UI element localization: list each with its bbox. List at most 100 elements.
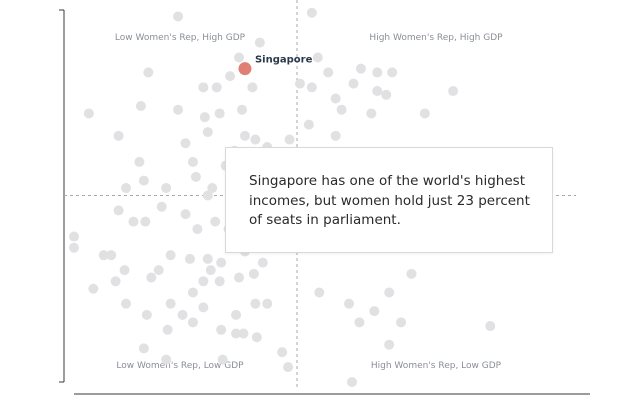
- data-point[interactable]: [485, 321, 496, 332]
- data-point[interactable]: [177, 309, 188, 320]
- data-point[interactable]: [384, 287, 395, 298]
- data-point[interactable]: [312, 52, 323, 63]
- data-point[interactable]: [110, 276, 121, 287]
- data-point[interactable]: [202, 253, 213, 264]
- data-point[interactable]: [214, 108, 225, 119]
- data-point[interactable]: [239, 130, 250, 141]
- data-point[interactable]: [173, 104, 184, 115]
- data-point[interactable]: [83, 108, 94, 119]
- data-point[interactable]: [225, 71, 236, 82]
- data-point[interactable]: [98, 250, 109, 261]
- data-point[interactable]: [88, 283, 99, 294]
- data-point[interactable]: [141, 309, 152, 320]
- data-point[interactable]: [284, 134, 295, 145]
- data-point[interactable]: [153, 265, 164, 276]
- data-point[interactable]: [113, 130, 124, 141]
- data-point[interactable]: [140, 216, 151, 227]
- data-point[interactable]: [216, 257, 227, 268]
- data-point[interactable]: [323, 67, 334, 78]
- data-point[interactable]: [355, 63, 366, 74]
- data-point[interactable]: [396, 317, 407, 328]
- data-point[interactable]: [207, 183, 218, 194]
- data-point[interactable]: [372, 86, 383, 97]
- data-point[interactable]: [202, 190, 213, 201]
- data-point[interactable]: [366, 108, 377, 119]
- data-point[interactable]: [247, 82, 258, 93]
- data-point[interactable]: [210, 216, 221, 227]
- data-point[interactable]: [217, 354, 228, 365]
- data-point[interactable]: [198, 82, 209, 93]
- data-point[interactable]: [69, 231, 79, 242]
- data-point[interactable]: [190, 171, 201, 182]
- data-point[interactable]: [187, 287, 198, 298]
- data-point[interactable]: [283, 362, 294, 373]
- data-point[interactable]: [294, 78, 305, 89]
- data-point[interactable]: [236, 104, 247, 115]
- data-point[interactable]: [165, 250, 176, 261]
- data-point[interactable]: [303, 119, 314, 130]
- data-point[interactable]: [113, 205, 124, 216]
- data-point[interactable]: [216, 324, 227, 335]
- data-point[interactable]: [234, 52, 245, 63]
- data-point[interactable]: [121, 183, 132, 194]
- data-point[interactable]: [234, 272, 245, 283]
- data-point[interactable]: [238, 328, 249, 339]
- data-point[interactable]: [143, 67, 154, 78]
- data-point[interactable]: [384, 339, 395, 350]
- data-point[interactable]: [344, 298, 355, 309]
- data-point[interactable]: [231, 309, 242, 320]
- data-point[interactable]: [106, 250, 117, 261]
- data-point[interactable]: [187, 317, 198, 328]
- data-point[interactable]: [211, 82, 222, 93]
- data-point[interactable]: [354, 317, 365, 328]
- data-point[interactable]: [347, 377, 358, 387]
- data-point[interactable]: [138, 343, 149, 354]
- data-point[interactable]: [173, 11, 184, 22]
- data-point[interactable]: [138, 175, 149, 186]
- data-point[interactable]: [199, 112, 210, 123]
- data-point[interactable]: [306, 7, 317, 18]
- data-point[interactable]: [135, 100, 146, 111]
- data-point[interactable]: [198, 302, 209, 313]
- data-point[interactable]: [231, 328, 242, 339]
- data-point[interactable]: [336, 104, 347, 115]
- data-point[interactable]: [448, 86, 459, 97]
- data-point[interactable]: [257, 257, 268, 268]
- data-point[interactable]: [277, 347, 288, 358]
- data-point[interactable]: [254, 37, 265, 48]
- data-point[interactable]: [128, 216, 139, 227]
- data-point[interactable]: [250, 134, 261, 145]
- data-point[interactable]: [248, 268, 259, 279]
- data-point[interactable]: [330, 130, 341, 141]
- data-point[interactable]: [251, 332, 262, 343]
- data-point[interactable]: [161, 183, 172, 194]
- data-point[interactable]: [146, 272, 157, 283]
- data-point[interactable]: [387, 67, 398, 78]
- data-point[interactable]: [372, 67, 383, 78]
- data-point[interactable]: [156, 201, 167, 212]
- data-point[interactable]: [205, 265, 216, 276]
- data-point[interactable]: [161, 354, 172, 365]
- data-point[interactable]: [121, 298, 132, 309]
- data-point[interactable]: [348, 78, 359, 89]
- data-point[interactable]: [69, 242, 79, 253]
- data-point[interactable]: [134, 156, 145, 167]
- data-point[interactable]: [419, 108, 430, 119]
- data-point[interactable]: [192, 224, 203, 235]
- data-point[interactable]: [119, 265, 130, 276]
- data-point[interactable]: [202, 127, 213, 138]
- data-point[interactable]: [180, 138, 191, 149]
- data-point[interactable]: [187, 156, 198, 167]
- data-point[interactable]: [314, 287, 325, 298]
- data-point[interactable]: [406, 268, 417, 279]
- data-point[interactable]: [165, 298, 176, 309]
- data-point[interactable]: [214, 276, 225, 287]
- data-point[interactable]: [162, 324, 173, 335]
- data-point[interactable]: [198, 276, 209, 287]
- data-point[interactable]: [262, 298, 273, 309]
- data-point[interactable]: [250, 298, 261, 309]
- data-point[interactable]: [369, 306, 380, 317]
- data-point[interactable]: [180, 209, 191, 220]
- highlight-point-singapore[interactable]: [238, 62, 252, 76]
- data-point[interactable]: [306, 82, 317, 93]
